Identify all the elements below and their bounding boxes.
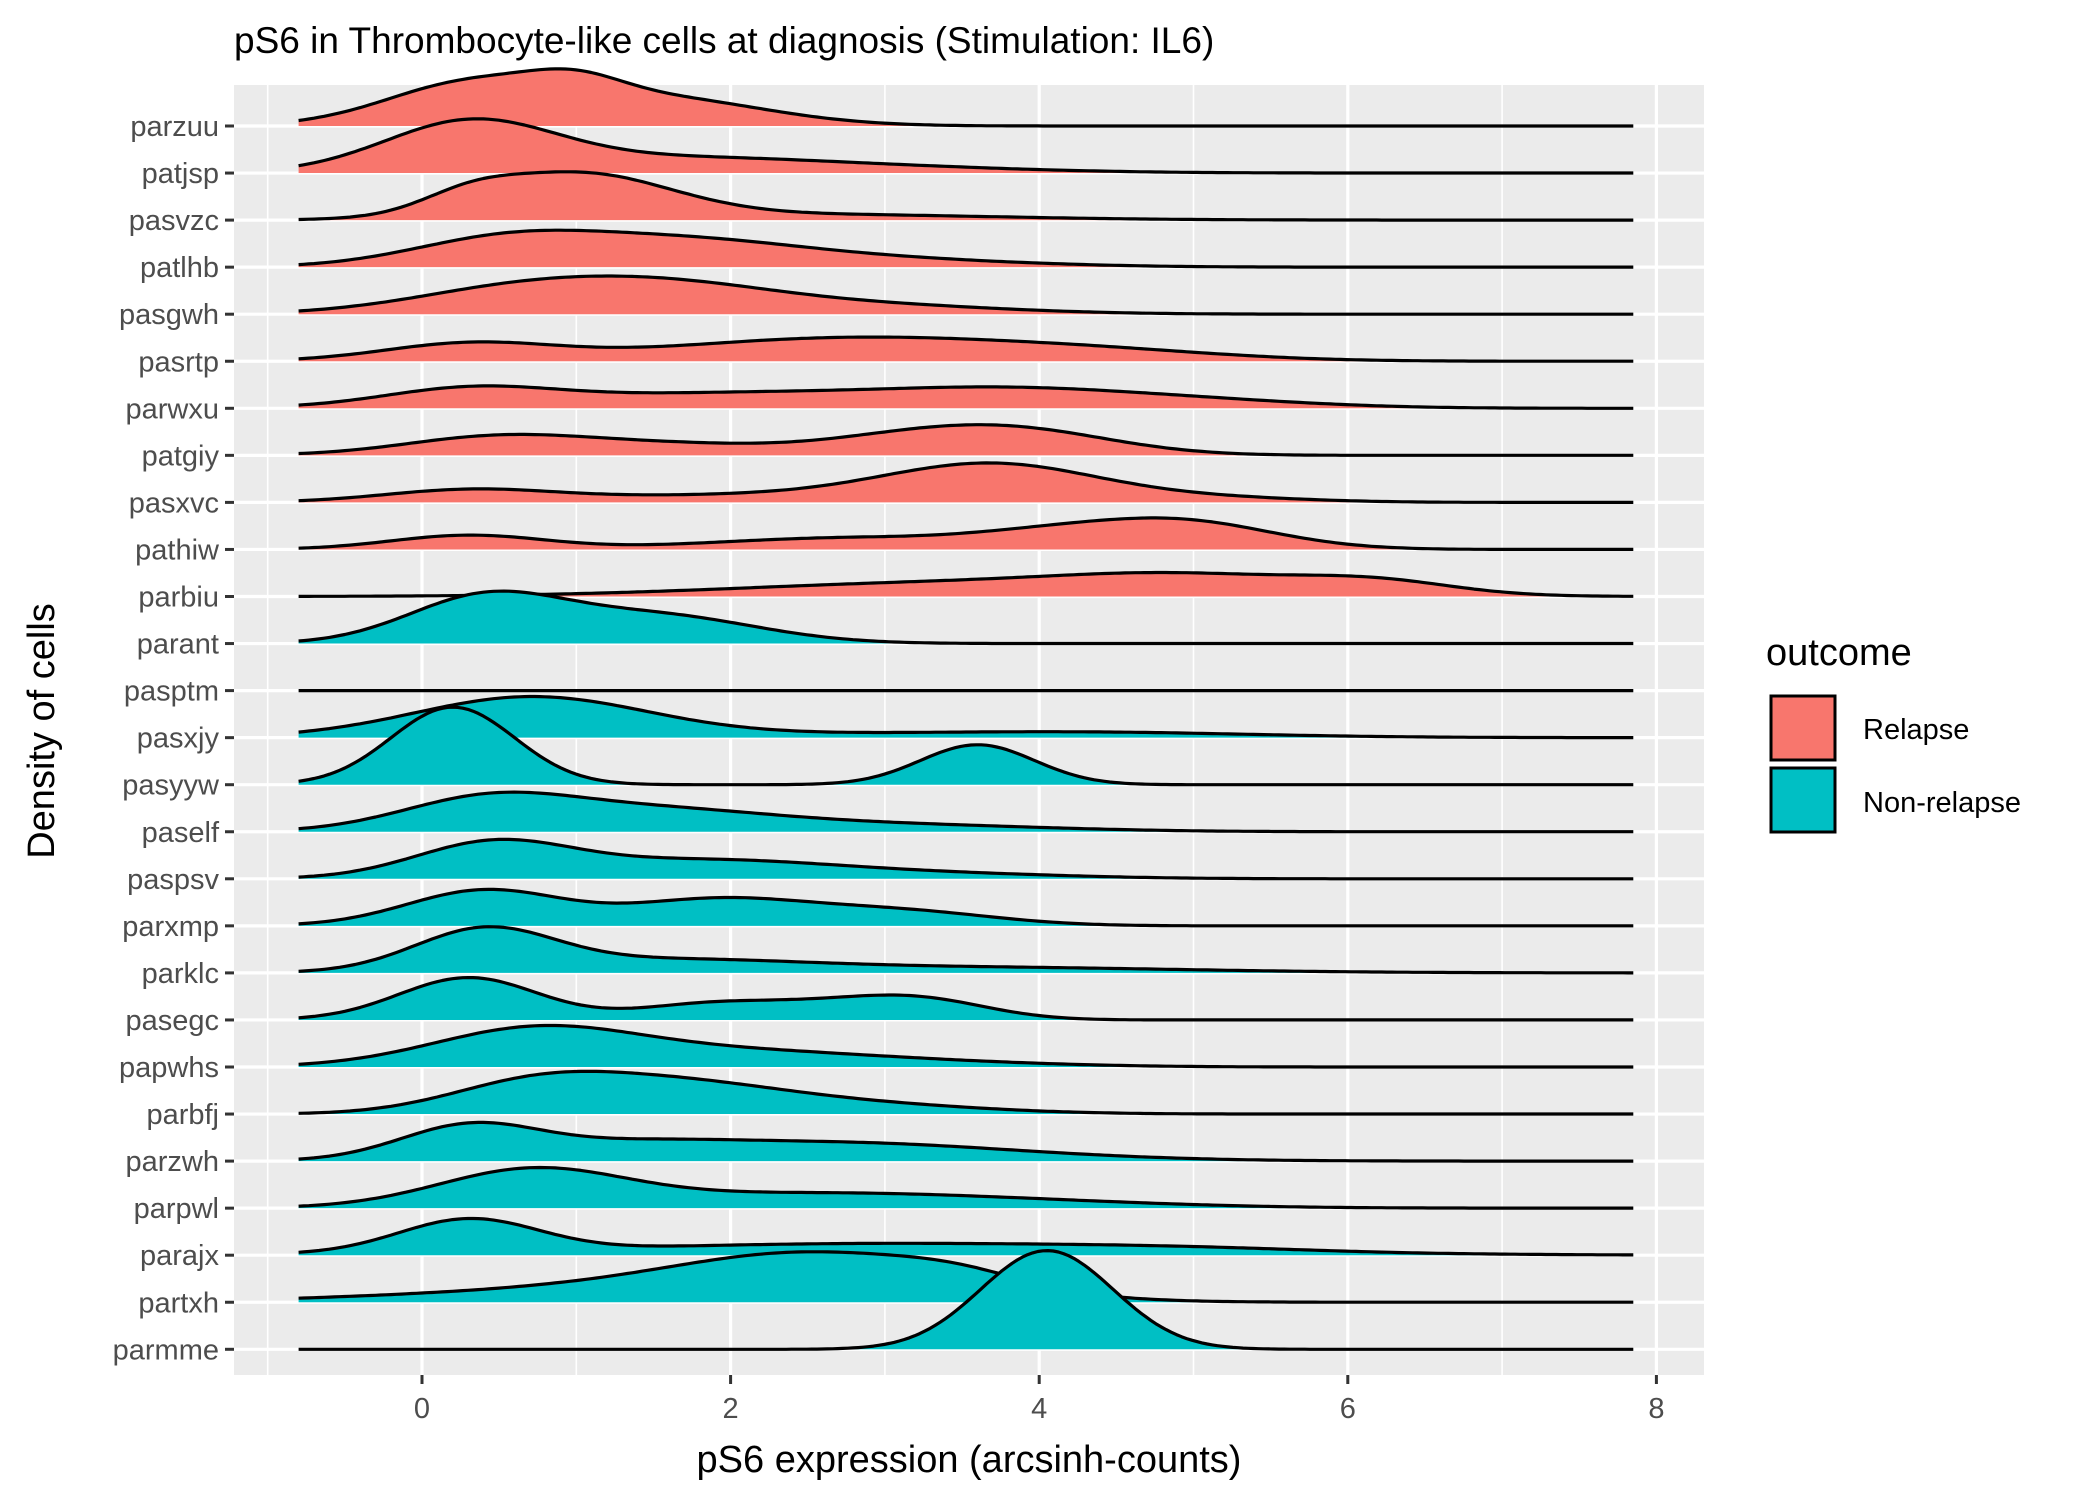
ridge-line-pasgwh — [298, 274, 1634, 316]
y-tick-label: parwxu — [126, 393, 220, 425]
x-tick-label: 4 — [1031, 1393, 1047, 1425]
ridge-line-parzuu — [298, 67, 1634, 128]
legend-key-relapse — [1769, 694, 1837, 762]
y-tick-label: pasyyw — [122, 770, 220, 802]
y-tick-label: pasxvc — [129, 487, 219, 519]
ridge-line-pasvzc — [298, 170, 1634, 222]
y-tick-label: pasegc — [125, 1005, 219, 1037]
y-tick-label: patgiy — [142, 440, 220, 472]
ridge-line-parpwl — [298, 1165, 1634, 1210]
ridge-line-pasegc — [298, 976, 1634, 1022]
y-axis-title: Density of cells — [21, 603, 63, 859]
ridge-fill-parxmp — [298, 889, 1634, 926]
chart-title: pS6 in Thrombocyte-like cells at diagnos… — [234, 20, 1214, 61]
y-tick-label: pasgwh — [119, 299, 219, 331]
ridge-series — [298, 67, 1634, 1351]
ridge-fill-papwhs — [298, 1025, 1634, 1067]
y-tick-label: parzwh — [126, 1146, 220, 1178]
x-tick-label: 6 — [1340, 1393, 1356, 1425]
ridge-line-pasrtp — [298, 335, 1634, 363]
ridge-fill-paself — [298, 792, 1634, 832]
ridge-line-paspsv — [298, 837, 1634, 881]
ridge-fill-paspsv — [298, 839, 1634, 879]
ridge-fill-parbfj — [298, 1071, 1634, 1115]
ridge-fill-parzwh — [298, 1122, 1634, 1162]
legend-label-relapse: Relapse — [1863, 714, 1969, 746]
ridge-fill-pasxvc — [298, 462, 1634, 503]
legend-title: outcome — [1766, 632, 1912, 674]
ridge-line-parant — [298, 589, 1634, 646]
ridge-fill-pasgwh — [298, 276, 1634, 315]
ridge-fill-patgiy — [298, 424, 1634, 456]
x-axis-title: pS6 expression (arcsinh-counts) — [697, 1439, 1242, 1481]
legend: outcome Relapse Non-relapse — [1766, 632, 2021, 834]
y-tick-label: parxmp — [122, 911, 219, 943]
y-tick-label: pasrtp — [138, 346, 219, 378]
y-tick-label: parzuu — [130, 111, 219, 143]
y-tick-label: partxh — [138, 1287, 219, 1319]
legend-label-non-relapse: Non-relapse — [1863, 787, 2021, 819]
y-tick-label: patjsp — [142, 158, 219, 190]
ridge-line-pathiw — [298, 516, 1634, 551]
ridge-line-parwxu — [298, 384, 1634, 410]
ridge-line-parxmp — [298, 887, 1634, 928]
y-tick-label: parklc — [142, 958, 219, 990]
ridge-fill-pasvzc — [298, 171, 1634, 221]
ridge-line-partxh — [298, 1250, 1634, 1304]
ridge-fill-patjsp — [298, 118, 1634, 174]
ridge-fill-parant — [298, 591, 1634, 644]
ridge-line-paself — [298, 790, 1634, 834]
ridge-fill-parklc — [298, 926, 1634, 973]
ridge-fill-pasrtp — [298, 337, 1634, 362]
x-tick-label: 8 — [1648, 1393, 1664, 1425]
ridge-line-parajx — [298, 1216, 1634, 1257]
ridge-line-pasxvc — [298, 461, 1634, 504]
ridge-fill-pasxjy — [298, 696, 1634, 738]
y-tick-label: papwhs — [119, 1052, 219, 1084]
ridge-line-parklc — [298, 925, 1634, 975]
ridge-line-parzwh — [298, 1120, 1634, 1163]
y-tick-label: parbfj — [146, 1099, 219, 1131]
ridge-line-pasyyw — [298, 705, 1634, 787]
ridge-fill-partxh — [298, 1251, 1634, 1303]
ridge-line-parbfj — [298, 1069, 1634, 1116]
y-tick-label: parajx — [140, 1240, 219, 1272]
y-tick-label: patlhb — [140, 252, 219, 284]
ridge-line-parmme — [298, 1249, 1634, 1351]
y-tick-label: parbiu — [138, 582, 219, 614]
ridge-fill-parmme — [298, 1250, 1634, 1350]
ridge-line-patlhb — [298, 228, 1634, 269]
ridge-fill-parbiu — [298, 572, 1634, 597]
ridge-fill-patlhb — [298, 230, 1634, 268]
y-tick-label: pasptm — [124, 676, 219, 708]
x-tick-label: 0 — [414, 1393, 430, 1425]
y-tick-label: parpwl — [134, 1193, 219, 1225]
axis-ticks: parzuu patjsp pasvzc patlhb pasgwh pasrtp parw… — [113, 111, 1665, 1425]
ridge-line-papwhs — [298, 1023, 1634, 1069]
y-tick-label: paself — [142, 817, 220, 849]
ridge-line-pasxjy — [298, 694, 1634, 740]
ridge-line-patjsp — [298, 117, 1634, 175]
y-tick-label: pasxjy — [137, 723, 220, 755]
y-tick-label: parant — [137, 629, 219, 661]
y-tick-label: parmme — [113, 1334, 219, 1366]
ridge-fill-parpwl — [298, 1167, 1634, 1209]
y-tick-label: paspsv — [127, 864, 219, 896]
legend-key-non-relapse — [1769, 766, 1837, 834]
y-tick-label: pathiw — [135, 534, 220, 566]
x-tick-label: 2 — [723, 1393, 739, 1425]
ridge-fill-parzuu — [298, 68, 1634, 126]
ridge-line-patgiy — [298, 423, 1634, 457]
y-tick-label: pasvzc — [129, 205, 219, 237]
